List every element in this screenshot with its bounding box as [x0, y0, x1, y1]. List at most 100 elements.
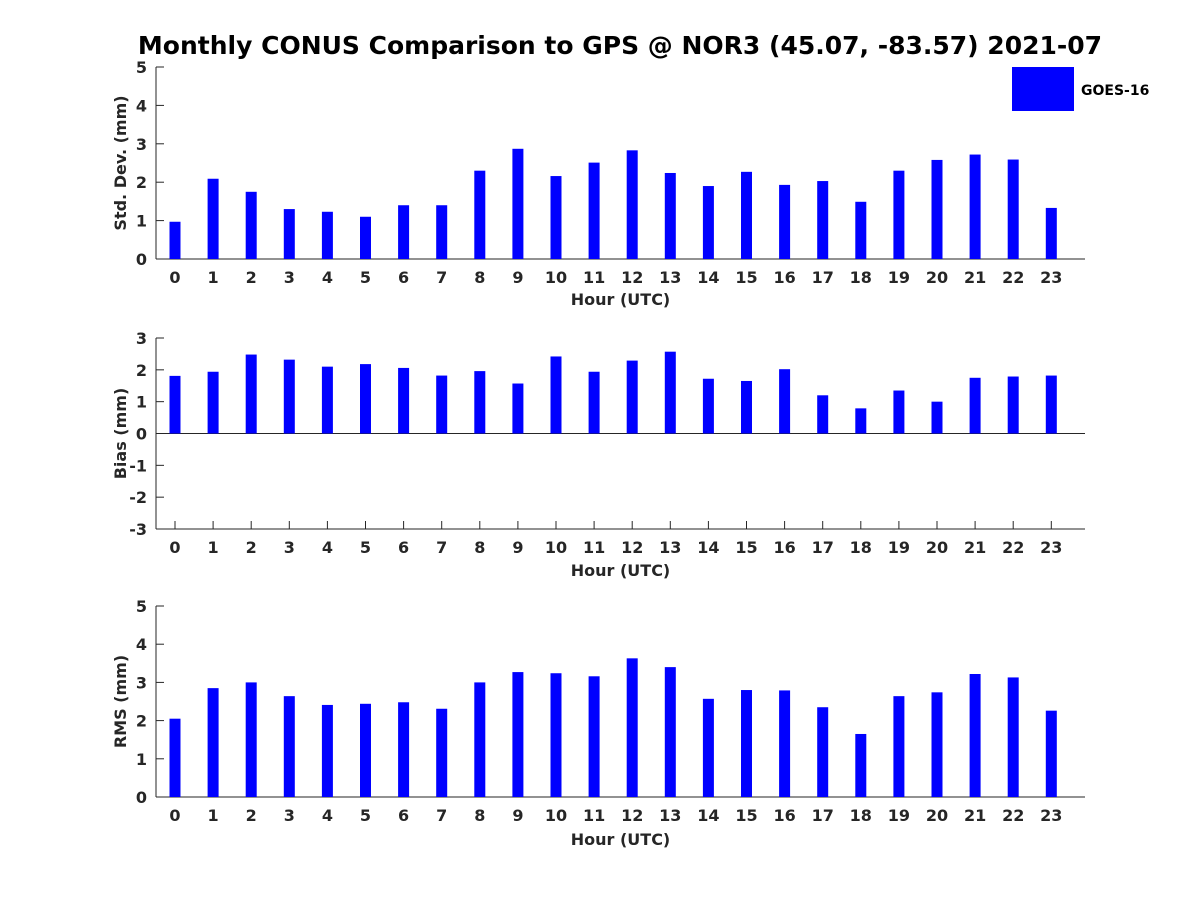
- std-dev-bar-hour-0: [169, 221, 181, 259]
- bias-xtick-label: 2: [246, 538, 257, 557]
- std-dev-bar-hour-17: [817, 181, 829, 259]
- bias-ytick-label: 2: [136, 361, 147, 380]
- rms-bar-hour-2: [245, 682, 257, 797]
- std-dev-ytick-label: 3: [136, 135, 147, 154]
- bias-ytick-label: 3: [136, 329, 147, 348]
- bias-xtick-label: 23: [1040, 538, 1062, 557]
- bias-bar-hour-19: [893, 390, 905, 434]
- rms-bar-hour-5: [360, 703, 371, 797]
- rms-xtick-label: 4: [322, 806, 333, 825]
- rms-bar-hour-22: [1007, 677, 1019, 797]
- bias-xtick-label: 1: [208, 538, 219, 557]
- std-dev-bar-hour-11: [588, 162, 600, 259]
- bias-xtick-label: 22: [1002, 538, 1024, 557]
- legend-swatch-goes-16: [1012, 67, 1074, 111]
- bias-xtick-label: 13: [659, 538, 681, 557]
- rms-xtick-label: 5: [360, 806, 371, 825]
- std-dev-xtick-label: 14: [697, 268, 719, 287]
- std-dev-ytick-label: 0: [136, 250, 147, 269]
- std-dev-xtick-label: 20: [926, 268, 948, 287]
- rms-bar-hour-13: [664, 667, 676, 797]
- bias-xtick-label: 7: [436, 538, 447, 557]
- rms-bar-hour-4: [321, 704, 333, 797]
- rms-ytick-label: 0: [136, 788, 147, 807]
- rms-bar-hour-20: [931, 692, 943, 797]
- bias-xtick-label: 6: [398, 538, 409, 557]
- std-dev-ytick-label: 1: [136, 212, 147, 231]
- rms-bar-hour-16: [779, 690, 791, 797]
- std-dev-xtick-label: 19: [888, 268, 910, 287]
- rms-xtick-label: 0: [169, 806, 180, 825]
- bias-ytick-label: 1: [136, 393, 147, 412]
- bias-xtick-label: 19: [888, 538, 910, 557]
- std-dev-bar-hour-20: [931, 159, 943, 259]
- bias-bar-hour-9: [512, 383, 524, 434]
- std-dev-xtick-label: 23: [1040, 268, 1062, 287]
- rms-ytick-label: 1: [136, 750, 147, 769]
- std-dev-bar-hour-21: [969, 154, 981, 259]
- std-dev-ytick-label: 2: [136, 173, 147, 192]
- std-dev-bar-hour-8: [474, 170, 486, 259]
- rms-ytick-label: 4: [136, 635, 147, 654]
- std-dev-bar-hour-13: [664, 172, 676, 259]
- std-dev-bar-hour-10: [550, 176, 562, 259]
- std-dev-xtick-label: 6: [398, 268, 409, 287]
- bias-bar-hour-8: [474, 371, 486, 434]
- legend-label-goes-16: GOES-16: [1081, 83, 1149, 99]
- rms-xtick-label: 21: [964, 806, 986, 825]
- bias-ytick-label: -1: [129, 456, 147, 475]
- bias-xtick-label: 8: [474, 538, 485, 557]
- std-dev-bar-hour-5: [360, 216, 371, 259]
- std-dev-xtick-label: 16: [773, 268, 795, 287]
- rms-bar-hour-17: [817, 707, 829, 797]
- std-dev-xtick-label: 0: [169, 268, 180, 287]
- std-dev-bar-hour-23: [1045, 207, 1057, 259]
- bias-xtick-label: 4: [322, 538, 333, 557]
- bias-bar-hour-21: [969, 377, 981, 434]
- std-dev-xtick-label: 21: [964, 268, 986, 287]
- std-dev-bar-hour-3: [283, 209, 295, 259]
- rms-ytick-label: 3: [136, 673, 147, 692]
- rms-bar-hour-6: [398, 702, 410, 797]
- rms-xtick-label: 19: [888, 806, 910, 825]
- std-dev-bar-hour-9: [512, 148, 524, 259]
- rms-bar-hour-10: [550, 673, 562, 797]
- std-dev-xtick-label: 9: [512, 268, 523, 287]
- rms-xtick-label: 9: [512, 806, 523, 825]
- std-dev-xtick-label: 13: [659, 268, 681, 287]
- rms-xtick-label: 20: [926, 806, 948, 825]
- std-dev-xtick-label: 3: [284, 268, 295, 287]
- bias-bar-hour-22: [1007, 376, 1019, 434]
- bias-xtick-label: 5: [360, 538, 371, 557]
- rms-xtick-label: 3: [284, 806, 295, 825]
- std-dev-ytick-label: 5: [136, 58, 147, 77]
- std-dev-bar-hour-7: [436, 205, 448, 259]
- rms-xtick-label: 16: [773, 806, 795, 825]
- bias-xtick-label: 12: [621, 538, 643, 557]
- rms-xtick-label: 2: [246, 806, 257, 825]
- std-dev-xtick-label: 22: [1002, 268, 1024, 287]
- std-dev-bar-hour-2: [245, 191, 257, 259]
- std-dev-bar-hour-6: [398, 205, 410, 259]
- rms-bar-hour-3: [283, 696, 295, 797]
- rms-bar-hour-23: [1045, 710, 1057, 797]
- rms-bar-hour-1: [207, 688, 219, 797]
- rms-xtick-label: 12: [621, 806, 643, 825]
- bias-bar-hour-1: [207, 371, 219, 434]
- bias-y-axis-label: Bias (mm): [111, 388, 130, 480]
- std-dev-xtick-label: 15: [735, 268, 757, 287]
- std-dev-bar-hour-16: [779, 184, 791, 259]
- bias-xtick-label: 16: [773, 538, 795, 557]
- std-dev-bar-hour-22: [1007, 159, 1019, 259]
- rms-y-axis-label: RMS (mm): [111, 655, 130, 748]
- rms-x-axis-label: Hour (UTC): [571, 830, 671, 849]
- rms-xtick-label: 23: [1040, 806, 1062, 825]
- std-dev-ytick-label: 4: [136, 96, 147, 115]
- bias-xtick-label: 11: [583, 538, 605, 557]
- rms-bar-hour-7: [436, 708, 448, 797]
- std-dev-xtick-label: 1: [208, 268, 219, 287]
- bias-xtick-label: 17: [812, 538, 834, 557]
